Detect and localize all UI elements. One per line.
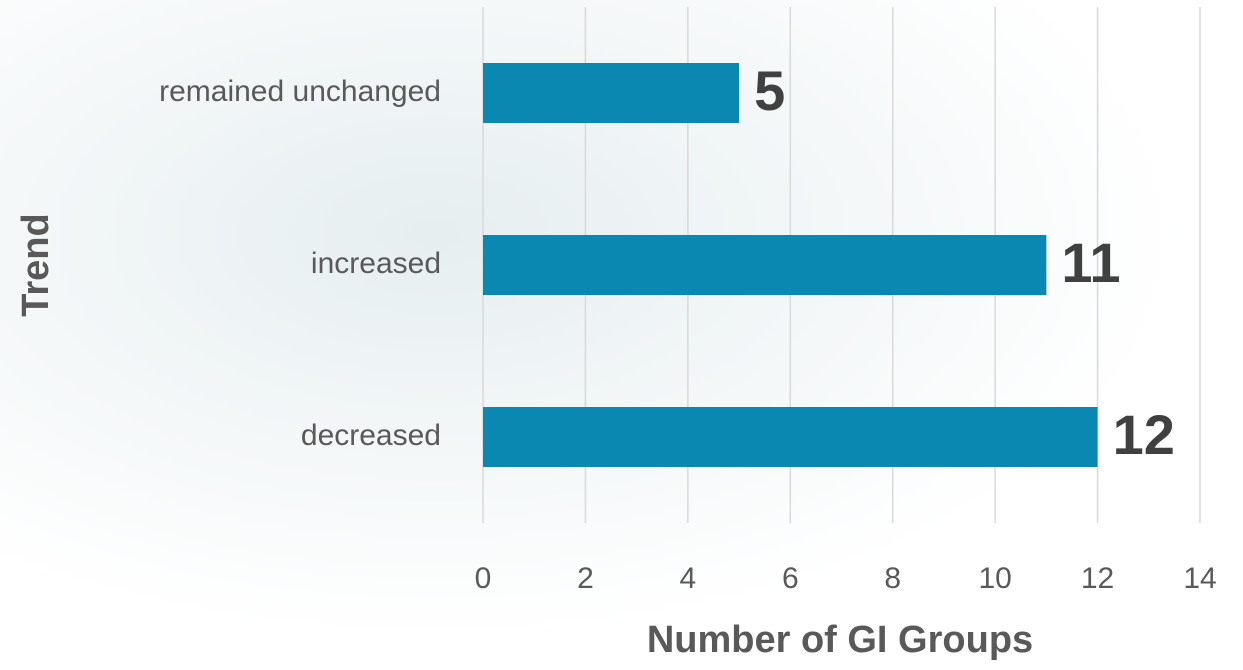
x-tick-label: 2 <box>577 562 594 595</box>
x-axis-title: Number of GI Groups <box>647 619 1033 661</box>
bar <box>483 407 1098 467</box>
x-tick-label: 0 <box>475 562 492 595</box>
bar <box>483 235 1047 295</box>
y-tick-label: remained unchanged <box>159 75 441 108</box>
y-axis-title: Trend <box>15 213 57 316</box>
y-tick-label: increased <box>311 247 441 280</box>
x-tick-label: 4 <box>680 562 697 595</box>
x-tick-label: 14 <box>1183 562 1216 595</box>
x-tick-label: 6 <box>782 562 799 595</box>
y-tick-label: decreased <box>301 419 441 452</box>
value-label: 5 <box>754 59 785 122</box>
x-tick-label: 10 <box>978 562 1011 595</box>
x-tick-label: 12 <box>1081 562 1114 595</box>
bar <box>483 63 740 123</box>
value-label: 11 <box>1061 231 1120 294</box>
value-label: 12 <box>1113 403 1175 466</box>
x-tick-label: 8 <box>884 562 901 595</box>
